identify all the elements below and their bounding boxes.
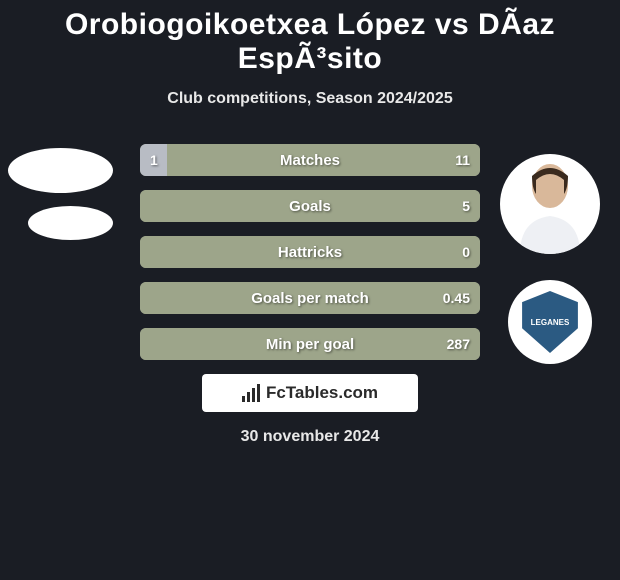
stat-label: Goals per match [251,290,369,307]
player-silhouette-icon [510,158,590,254]
stat-left-value: 1 [150,152,158,168]
competition-subtitle: Club competitions, Season 2024/2025 [0,90,620,108]
stat-right-value: 11 [455,152,470,168]
fctables-logo: FcTables.com [202,374,418,412]
stats-bars: Matches111Goals5Hattricks0Goals per matc… [140,144,480,360]
stat-label: Goals [289,198,331,215]
left-club-avatar [28,206,113,240]
club-crest-icon: LEGANES [519,291,581,353]
left-player-avatar [8,148,113,193]
stat-right-value: 0.45 [443,290,470,306]
stat-label: Hattricks [278,244,342,261]
right-player-avatar [500,154,600,254]
comparison-area: LEGANES Matches111Goals5Hattricks0Goals … [0,144,620,360]
page-title: Orobiogoikoetxea López vs DÃ­az EspÃ³sit… [0,0,620,76]
stat-right-value: 0 [462,244,470,260]
stat-label: Matches [280,152,340,169]
stat-row: Hattricks 0 [140,236,480,268]
stat-row: Min per goal 287 [140,328,480,360]
stat-right-value: 287 [447,336,470,352]
stat-label: Min per goal [266,336,354,353]
stat-row: Goals 5 [140,190,480,222]
stat-row: Matches111 [140,144,480,176]
logo-bars-icon [242,384,260,402]
stat-right-value: 5 [462,198,470,214]
snapshot-date: 30 november 2024 [0,428,620,446]
logo-text: FcTables.com [266,383,378,403]
right-club-avatar: LEGANES [508,280,592,364]
stat-row: Goals per match 0.45 [140,282,480,314]
